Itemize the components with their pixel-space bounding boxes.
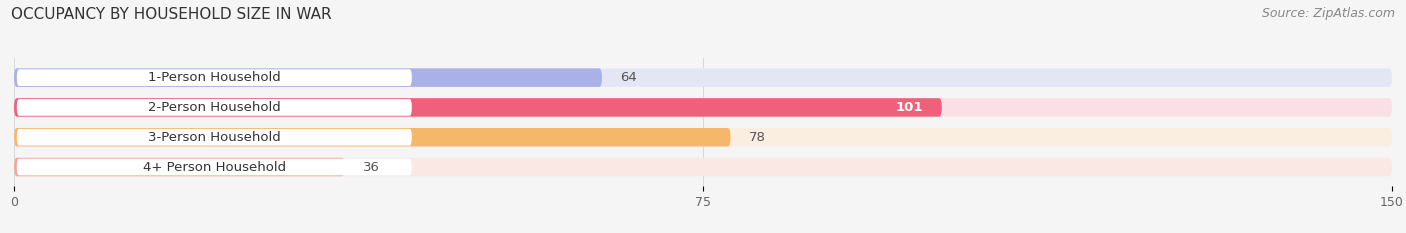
FancyBboxPatch shape xyxy=(17,69,412,86)
Text: 2-Person Household: 2-Person Household xyxy=(148,101,281,114)
Text: 101: 101 xyxy=(896,101,924,114)
Text: 64: 64 xyxy=(620,71,637,84)
Text: OCCUPANCY BY HOUSEHOLD SIZE IN WAR: OCCUPANCY BY HOUSEHOLD SIZE IN WAR xyxy=(11,7,332,22)
Text: 1-Person Household: 1-Person Household xyxy=(148,71,281,84)
FancyBboxPatch shape xyxy=(17,129,412,146)
FancyBboxPatch shape xyxy=(14,128,1392,147)
Text: 4+ Person Household: 4+ Person Household xyxy=(143,161,285,174)
FancyBboxPatch shape xyxy=(14,158,344,176)
FancyBboxPatch shape xyxy=(14,98,942,117)
Text: 3-Person Household: 3-Person Household xyxy=(148,131,281,144)
FancyBboxPatch shape xyxy=(14,98,1392,117)
FancyBboxPatch shape xyxy=(17,159,412,175)
FancyBboxPatch shape xyxy=(14,158,1392,176)
Text: 36: 36 xyxy=(363,161,380,174)
Text: 78: 78 xyxy=(749,131,766,144)
Text: Source: ZipAtlas.com: Source: ZipAtlas.com xyxy=(1261,7,1395,20)
FancyBboxPatch shape xyxy=(14,68,1392,87)
FancyBboxPatch shape xyxy=(14,68,602,87)
FancyBboxPatch shape xyxy=(14,128,731,147)
FancyBboxPatch shape xyxy=(17,99,412,116)
